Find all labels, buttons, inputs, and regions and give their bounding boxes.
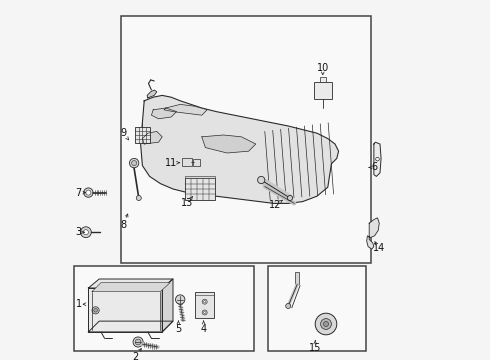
- Bar: [269, 266, 366, 351]
- Bar: [196, 292, 214, 318]
- Circle shape: [129, 158, 139, 168]
- Polygon shape: [88, 321, 173, 332]
- Bar: [74, 266, 254, 351]
- Text: 5: 5: [175, 324, 181, 334]
- Circle shape: [286, 303, 291, 309]
- Text: 6: 6: [371, 162, 378, 172]
- Text: 3: 3: [75, 227, 82, 237]
- Circle shape: [94, 309, 98, 312]
- Text: 8: 8: [120, 220, 126, 230]
- Text: 15: 15: [309, 343, 321, 354]
- Bar: [185, 178, 215, 200]
- Text: 9: 9: [120, 128, 126, 138]
- Bar: [314, 82, 332, 99]
- Circle shape: [133, 337, 143, 347]
- Polygon shape: [92, 283, 170, 292]
- Circle shape: [204, 311, 206, 314]
- Polygon shape: [88, 288, 162, 332]
- Polygon shape: [147, 90, 157, 98]
- Circle shape: [204, 301, 206, 303]
- Text: 12: 12: [270, 200, 282, 210]
- Polygon shape: [151, 108, 176, 119]
- Bar: [185, 176, 215, 178]
- Circle shape: [132, 161, 137, 166]
- Text: 13: 13: [181, 198, 194, 208]
- Circle shape: [202, 310, 207, 315]
- Circle shape: [80, 227, 91, 238]
- Circle shape: [83, 230, 88, 235]
- Circle shape: [323, 321, 328, 327]
- Circle shape: [320, 319, 331, 329]
- Text: 10: 10: [317, 63, 329, 73]
- Polygon shape: [164, 104, 207, 115]
- Polygon shape: [367, 218, 379, 249]
- Polygon shape: [202, 135, 256, 153]
- Circle shape: [86, 190, 91, 195]
- Polygon shape: [374, 142, 381, 176]
- Text: 2: 2: [132, 352, 138, 360]
- Circle shape: [258, 176, 265, 184]
- Circle shape: [136, 195, 141, 201]
- Polygon shape: [88, 279, 173, 288]
- Text: 7: 7: [75, 188, 82, 198]
- Polygon shape: [143, 131, 162, 144]
- Text: 1: 1: [75, 299, 82, 309]
- Bar: [135, 127, 150, 143]
- Polygon shape: [141, 95, 339, 203]
- Circle shape: [84, 188, 93, 197]
- Circle shape: [175, 295, 185, 304]
- Circle shape: [202, 299, 207, 304]
- Text: 11: 11: [165, 158, 177, 168]
- Bar: [182, 158, 192, 166]
- Circle shape: [92, 307, 99, 314]
- Text: 4: 4: [200, 324, 207, 334]
- Text: 14: 14: [373, 243, 385, 253]
- Circle shape: [135, 339, 141, 345]
- Circle shape: [315, 313, 337, 335]
- Circle shape: [288, 195, 293, 201]
- Circle shape: [376, 157, 379, 161]
- Bar: [121, 16, 371, 263]
- Bar: [320, 77, 326, 82]
- Polygon shape: [162, 279, 173, 332]
- Bar: [295, 272, 299, 284]
- Bar: [193, 159, 200, 166]
